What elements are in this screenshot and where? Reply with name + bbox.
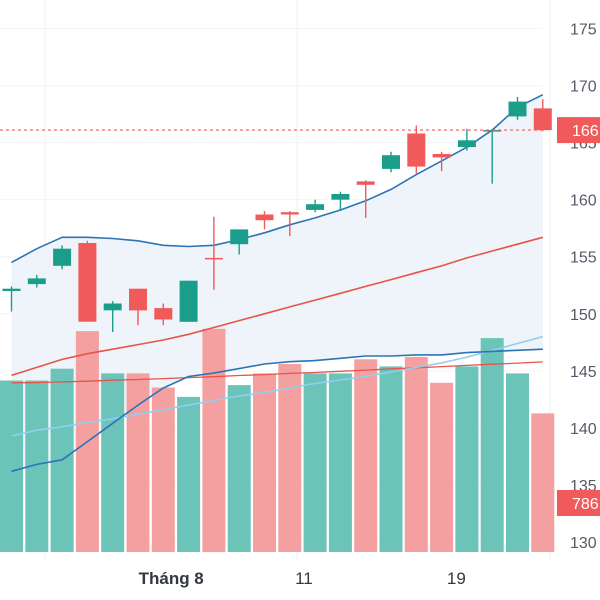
candle	[280, 211, 299, 237]
candle	[230, 229, 249, 255]
volume-bar	[101, 373, 125, 552]
y-tick-label: 150	[570, 307, 597, 324]
candle-body	[179, 280, 198, 322]
candle-body	[483, 130, 502, 132]
bollinger-lower-line	[11, 348, 543, 473]
volume-bar	[177, 396, 201, 552]
volume-bar	[303, 373, 327, 552]
candle-body	[280, 212, 299, 215]
price-tag-label: 166	[572, 123, 599, 140]
volume-bar	[202, 328, 226, 553]
candle-body	[533, 108, 552, 131]
volume-tag	[557, 490, 600, 516]
y-tick-label: 155	[570, 250, 597, 267]
candle	[533, 99, 552, 132]
candle	[27, 275, 46, 288]
y-tick-label: 170	[570, 79, 597, 96]
y-tick-label: 130	[570, 535, 597, 552]
candle-body	[103, 303, 122, 311]
volume-bar	[531, 413, 555, 552]
candle	[331, 191, 350, 212]
y-tick-label: 145	[570, 364, 597, 381]
price-tag	[557, 117, 600, 144]
candle-body	[457, 140, 476, 148]
volume-bar	[404, 357, 428, 552]
volume-bar	[151, 387, 175, 552]
ma-lightblue-line	[11, 335, 544, 437]
candle-body	[432, 154, 451, 158]
candle	[457, 128, 476, 151]
candle-body	[129, 288, 147, 311]
volume-bar	[25, 380, 49, 552]
volume-bar	[253, 373, 276, 552]
candle	[356, 180, 375, 218]
candle	[53, 245, 72, 270]
candle	[2, 286, 21, 312]
candle	[179, 280, 198, 322]
candle-body	[356, 181, 375, 185]
volume-bar	[354, 359, 378, 552]
candle-body	[255, 214, 274, 221]
volume-bar	[455, 366, 479, 552]
y-tick-label: 140	[570, 421, 597, 438]
candle	[129, 288, 147, 326]
candle	[103, 301, 122, 332]
candle	[508, 97, 527, 120]
candle-body	[508, 101, 527, 117]
x-tick-label: 19	[447, 569, 466, 588]
candle	[483, 128, 502, 184]
candle-body	[204, 257, 223, 260]
candle-body	[306, 204, 325, 210]
candle	[204, 216, 223, 290]
candle	[407, 125, 426, 174]
candle-body	[27, 278, 46, 285]
volume-bar	[480, 338, 504, 552]
volume-bar	[0, 380, 23, 552]
candle-body	[154, 308, 173, 320]
volume-bar	[430, 382, 454, 552]
candle	[306, 199, 325, 213]
candle-body	[407, 133, 426, 167]
volume-bar	[379, 366, 403, 552]
volume-bar	[506, 373, 529, 552]
volume-bar	[227, 385, 251, 552]
y-tick-label: 160	[570, 193, 597, 210]
candle	[382, 151, 400, 173]
candle	[255, 211, 274, 230]
volume-bar	[126, 373, 150, 552]
candle-body	[78, 243, 97, 322]
candle	[432, 151, 451, 172]
candle-body	[331, 194, 350, 200]
candle	[154, 303, 173, 326]
candle-body	[230, 229, 249, 245]
x-tick-label: Tháng 8	[139, 569, 204, 588]
bollinger-upper-line	[11, 93, 544, 264]
y-tick-label: 175	[570, 22, 597, 39]
candle-body	[2, 288, 21, 291]
volume-ma-line	[11, 361, 543, 384]
volume-tag-label: 786	[572, 496, 599, 513]
candle-body	[53, 248, 72, 266]
ma-red-line	[11, 236, 544, 377]
candle-body	[382, 155, 400, 169]
volume-bar	[278, 364, 302, 552]
volume-bar	[328, 373, 352, 552]
candle	[78, 240, 97, 322]
x-tick-label: 11	[295, 569, 313, 588]
